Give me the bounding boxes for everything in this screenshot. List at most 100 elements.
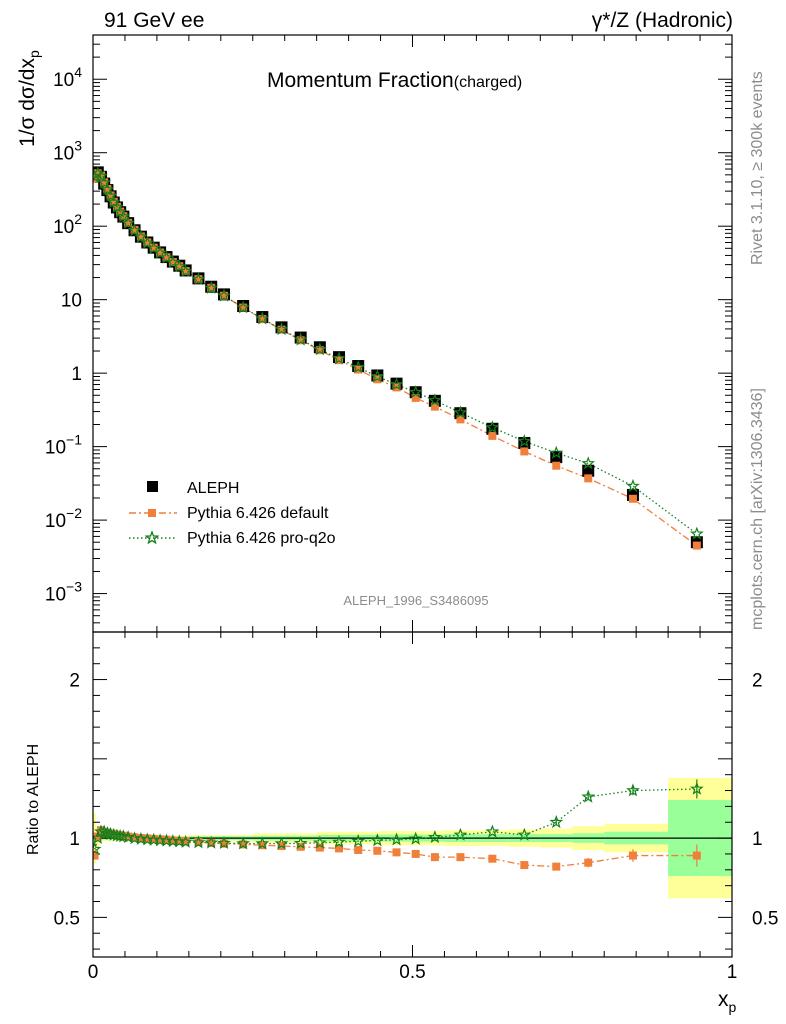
ratio-proq2o-point [312, 835, 327, 849]
ratio-default-point [628, 851, 637, 860]
proq2o-point [103, 188, 118, 202]
ratio-default-point [168, 836, 177, 845]
ratio-proq2o-point [236, 836, 251, 850]
ratio-proq2o-point [191, 835, 206, 849]
ratio-proq2o-point [370, 833, 385, 847]
proq2o-point [389, 377, 404, 391]
default-point [488, 431, 497, 440]
proq2o-point [93, 169, 102, 183]
ratio-proq2o-point [626, 783, 640, 797]
default-point [430, 402, 439, 411]
main-y-tick-label: 104 [53, 64, 82, 91]
proq2o-point [121, 215, 136, 229]
ratio-y-tick-label-right: 1 [752, 829, 763, 850]
default-point [456, 415, 465, 424]
default-point [552, 461, 561, 470]
header-process: γ*/Z (Hadronic) [592, 9, 733, 32]
ratio-default-point [194, 838, 203, 847]
default-point [143, 238, 152, 247]
default-point [162, 253, 171, 262]
proq2o-point [106, 194, 121, 208]
ratio-default-point [239, 840, 248, 849]
ratio-proq2o-point [93, 841, 102, 856]
proq2o-point [581, 456, 596, 470]
ratio-default-point [162, 835, 171, 844]
ratio-proq2o-point [255, 836, 270, 850]
ratio-default-point [520, 861, 529, 870]
main-y-tick-label: 102 [53, 211, 82, 238]
proq2o-point [97, 175, 112, 189]
default-point [315, 346, 324, 355]
ratio-default-point [335, 844, 344, 853]
x-axis-label-sub: p [729, 999, 737, 1015]
chart-title-text: Momentum Fraction [267, 69, 454, 92]
default-point [239, 303, 248, 312]
ratio-default-point [488, 854, 497, 863]
x-axis-label: xp [718, 988, 737, 1015]
default-line [94, 172, 698, 547]
legend-label-proq2o: Pythia 6.426 pro-q2o [187, 530, 336, 547]
default-point [175, 262, 184, 271]
proq2o-point [293, 332, 308, 346]
default-point [628, 494, 637, 503]
proq2o-point [453, 405, 468, 419]
proq2o-point [134, 229, 148, 243]
main-y-tick-label: 10−2 [45, 505, 82, 532]
proq2o-point [255, 311, 270, 325]
legend-marker-proq2o [144, 530, 160, 545]
ratio-panel: 0.5 0.51 12 2 0 0.5 1 [54, 631, 778, 983]
ratio-proq2o-point [332, 834, 346, 848]
ratio-proq2o-point [217, 835, 231, 850]
main-y-axis-label-sub: p [26, 50, 42, 58]
ratio-default-point [430, 853, 439, 862]
ratio-proq2o-point [351, 834, 366, 848]
ratio-y-tick-label: 0.5 [54, 908, 80, 929]
proq2o-point [204, 280, 219, 294]
default-point [219, 291, 228, 300]
proq2o-point [485, 420, 500, 434]
proq2o-point [370, 369, 385, 383]
ratio-default-point [456, 853, 465, 862]
ratio-proq2o-point [204, 835, 219, 849]
aleph-point [550, 451, 563, 464]
legend-label-aleph: ALEPH [187, 480, 239, 497]
default-point [124, 218, 133, 227]
mcplots-label: mcplots.cern.ch [arXiv:1306.3436] [749, 388, 766, 630]
ratio-default-point [354, 845, 363, 854]
default-point [181, 267, 190, 276]
proq2o-point [178, 264, 193, 278]
default-point [109, 197, 118, 206]
ratio-proq2o-point [453, 827, 468, 841]
ratio-frame [92, 631, 733, 958]
ratio-proq2o-point [549, 815, 564, 829]
chart-title: Momentum Fraction(charged) [267, 69, 522, 92]
ratio-default-point [296, 842, 305, 851]
main-y-tick-labels: 10−3 10−2 10−1 1 10 102 103 104 [45, 64, 82, 605]
ratio-y-tick-label-right: 2 [752, 671, 763, 692]
proq2o-point [110, 199, 124, 213]
proq2o-point [140, 235, 155, 249]
ratio-proq2o-point [427, 830, 442, 844]
default-point [207, 283, 216, 292]
ratio-x-tick-label: 0.5 [399, 962, 425, 983]
ratio-y-tick-label-right: 0.5 [752, 908, 778, 929]
ratio-proq2o-point [581, 789, 596, 803]
default-point [103, 185, 112, 194]
ratio-proq2o-point [121, 830, 136, 844]
ratio-x-tick-labels: 0 0.5 1 [88, 962, 738, 983]
ratio-proq2o-point [389, 832, 404, 846]
ratio-default-point [207, 838, 216, 847]
proq2o-point [100, 182, 115, 196]
ratio-default-point [156, 835, 165, 844]
ratio-y-tick-label: 2 [69, 671, 80, 692]
main-y-tick-label: 10−3 [45, 579, 82, 606]
chart-title-suffix: (charged) [454, 74, 522, 91]
ratio-default-point [143, 834, 152, 843]
ratio-proq2o-point [517, 827, 532, 841]
legend-marker-aleph [147, 481, 158, 492]
main-y-axis-label: 1/σ dσ/dxp [16, 50, 42, 147]
default-point [100, 178, 109, 187]
main-y-axis-label-text: 1/σ dσ/dx [16, 58, 39, 147]
ratio-default-point [411, 849, 420, 858]
proq2o-point [153, 245, 167, 259]
